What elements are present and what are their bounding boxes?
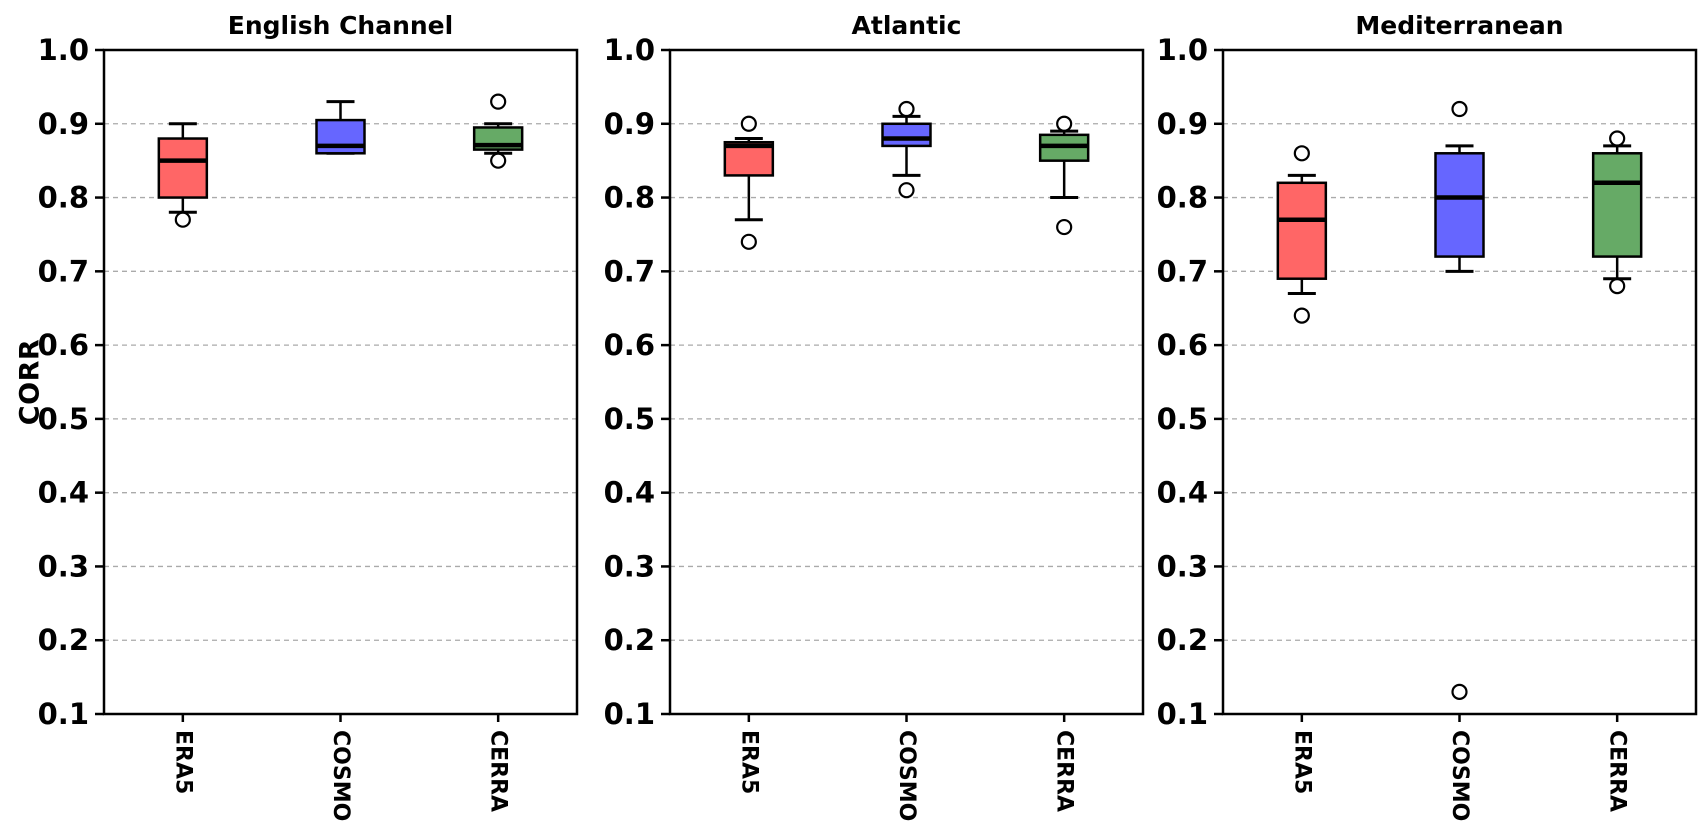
outlier-point <box>1293 307 1310 324</box>
panel-title: Atlantic <box>852 11 962 40</box>
x-tick-label: ERA5 <box>736 730 761 794</box>
outlier-point <box>898 182 915 199</box>
panel-english-channel: 1.0 0.9 0.8 0.7 0.6 0.5 0.4 0.3 0.2 0.1 ERA5 COSMO C… <box>38 11 579 821</box>
y-tick-label: 0.7 <box>604 254 655 288</box>
y-tick-label: 0.1 <box>604 697 655 731</box>
panel-title: Mediterranean <box>1355 11 1563 40</box>
y-tick-label: 0.5 <box>604 402 655 436</box>
y-tick-label: 0.5 <box>38 402 89 436</box>
iqr-box <box>881 122 932 148</box>
y-axis-label: CORR <box>14 338 46 426</box>
y-tick-label: 0.9 <box>1157 107 1208 141</box>
axes-spines <box>102 48 579 716</box>
x-tick-label: ERA5 <box>1289 730 1314 794</box>
box-cosmo: COSMO <box>315 100 366 821</box>
y-tick-label: 0.4 <box>604 476 655 510</box>
panel-mediterranean: 1.0 0.9 0.8 0.7 0.6 0.5 0.4 0.3 0.2 0.1 ERA5 COSMO C… <box>1157 11 1698 821</box>
y-tick-label: 1.0 <box>38 33 89 67</box>
axes-spines <box>1221 48 1698 716</box>
y-tick-label: 0.6 <box>38 328 89 362</box>
iqr-box <box>315 118 366 155</box>
outlier-point <box>898 100 915 118</box>
outlier-point <box>1293 145 1310 162</box>
y-tick-label: 0.8 <box>38 181 89 215</box>
y-tick-label: 0.5 <box>1157 402 1208 436</box>
outlier-point <box>490 152 507 169</box>
x-tick-label: CERRA <box>1052 730 1077 812</box>
outlier-point <box>740 233 757 250</box>
y-tick-label: 0.8 <box>604 181 655 215</box>
box-cosmo: COSMO <box>881 100 932 821</box>
y-tick-label: 0.6 <box>1157 328 1208 362</box>
y-tick-label: 0.4 <box>1157 476 1208 510</box>
x-tick-label: CERRA <box>486 730 511 812</box>
y-tick-label: 1.0 <box>604 33 655 67</box>
outlier-point <box>1609 130 1626 147</box>
y-tick-label: 0.8 <box>1157 181 1208 215</box>
outlier-point <box>1056 218 1073 236</box>
y-tick-label: 0.4 <box>38 476 89 510</box>
y-tick-label: 0.9 <box>38 107 89 141</box>
y-tick-label: 0.2 <box>1157 623 1208 657</box>
iqr-box <box>1434 152 1485 258</box>
x-tick-label: ERA5 <box>170 730 195 794</box>
y-tick-label: 0.7 <box>38 254 89 288</box>
outlier-point <box>740 115 757 132</box>
iqr-box <box>1591 152 1643 258</box>
axes-spines <box>668 48 1145 716</box>
y-tick-label: 0.3 <box>604 549 655 583</box>
x-tick-label: COSMO <box>328 730 353 821</box>
box-cerra: CERRA <box>1591 130 1643 812</box>
iqr-box <box>1276 181 1328 280</box>
panel-atlantic: 1.0 0.9 0.8 0.7 0.6 0.5 0.4 0.3 0.2 0.1 ERA5 COSMO C… <box>604 11 1145 821</box>
box-cerra: CERRA <box>1038 115 1090 812</box>
x-tick-label: CERRA <box>1605 730 1630 812</box>
box-era5: ERA5 <box>723 115 775 794</box>
y-tick-label: 0.3 <box>1157 549 1208 583</box>
y-tick-label: 0.3 <box>38 549 89 583</box>
box-cosmo: COSMO <box>1434 100 1485 821</box>
outlier-point <box>1609 277 1626 295</box>
outlier-point <box>174 211 191 228</box>
y-tick-label: 0.6 <box>604 328 655 362</box>
x-tick-label: COSMO <box>1447 730 1472 821</box>
y-tick-label: 0.1 <box>38 697 89 731</box>
box-era5: ERA5 <box>1276 145 1328 794</box>
panel-title: English Channel <box>228 11 453 40</box>
outlier-point <box>1451 683 1468 700</box>
iqr-box <box>157 137 209 199</box>
outlier-point <box>1056 115 1073 132</box>
box-era5: ERA5 <box>157 122 209 794</box>
x-tick-label: COSMO <box>894 730 919 821</box>
y-tick-label: 0.9 <box>604 107 655 141</box>
y-tick-label: 0.2 <box>604 623 655 657</box>
y-tick-label: 0.2 <box>38 623 89 657</box>
y-tick-label: 0.7 <box>1157 254 1208 288</box>
y-tick-label: 0.1 <box>1157 697 1208 731</box>
box-cerra: CERRA <box>472 93 524 812</box>
y-tick-label: 1.0 <box>1157 33 1208 67</box>
outlier-point <box>1451 100 1468 118</box>
outlier-point <box>490 93 507 110</box>
